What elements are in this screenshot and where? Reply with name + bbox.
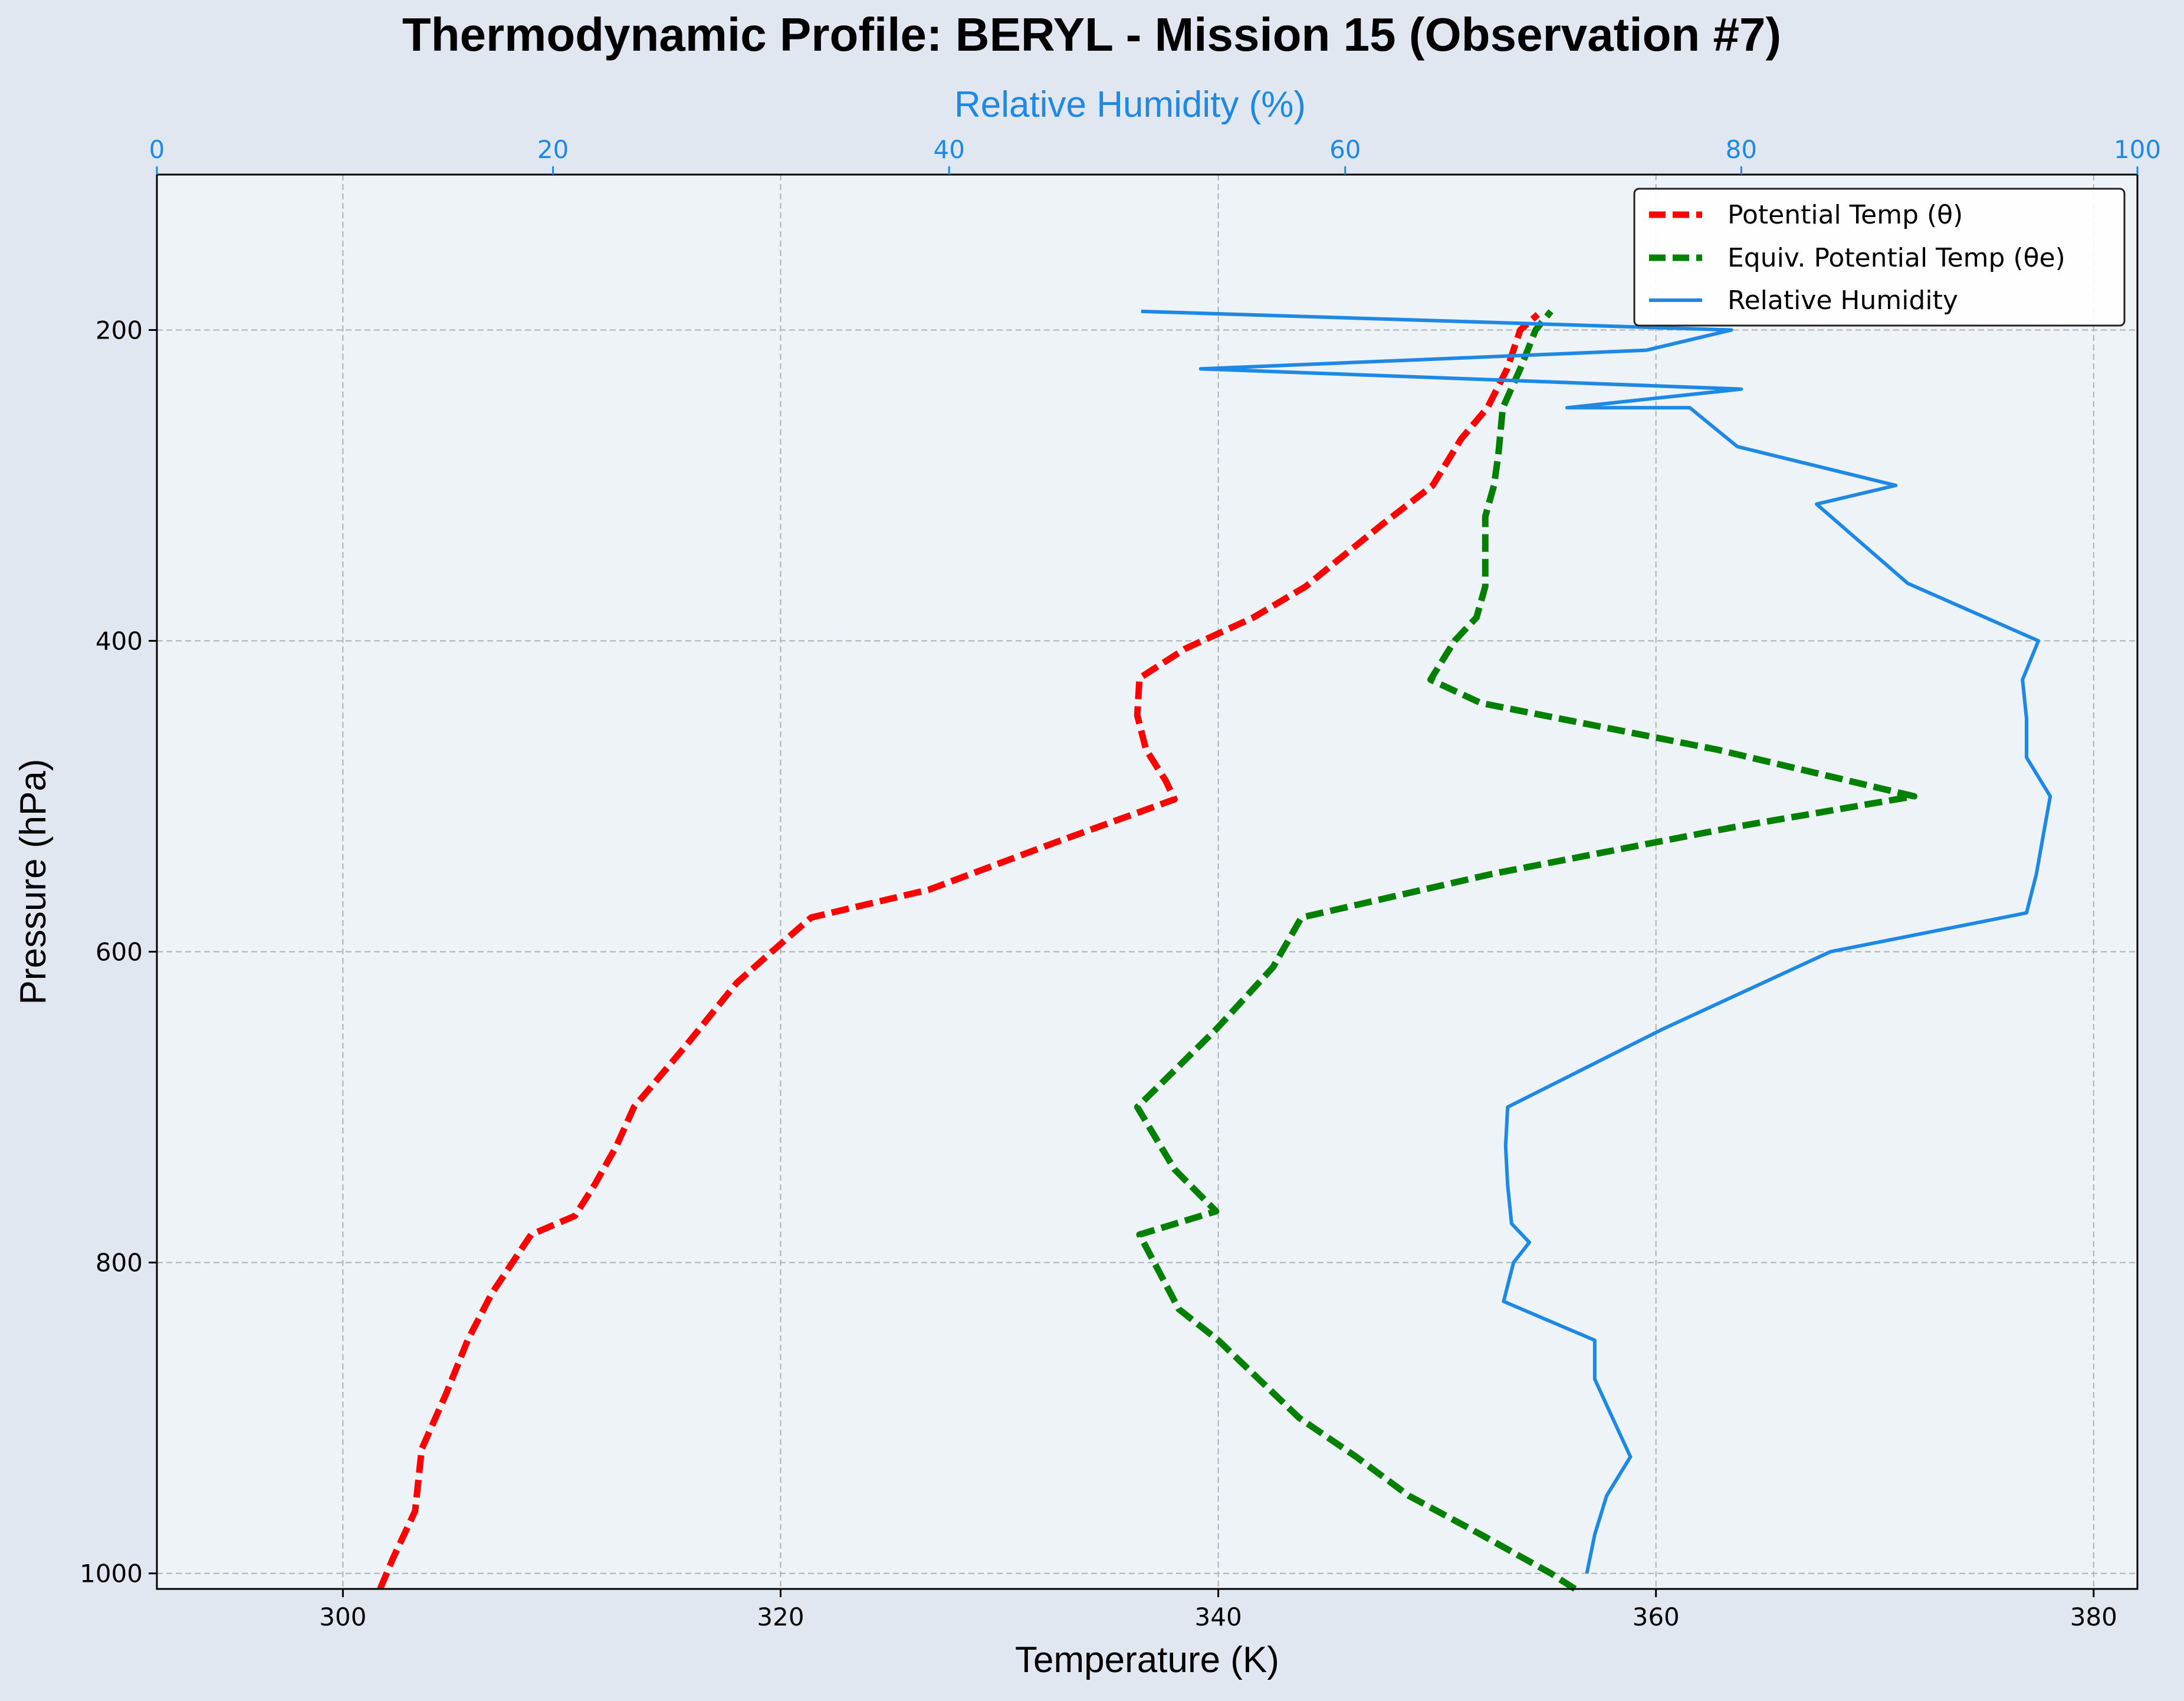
humidity-tick-label: 80	[1726, 135, 1757, 164]
legend-label-potential-temp: Potential Temp (θ)	[1728, 200, 1963, 230]
humidity-tick-label: 40	[933, 135, 964, 164]
humidity-tick-label: 100	[2114, 135, 2161, 164]
temperature-tick-label: 380	[2070, 1603, 2117, 1631]
temperature-axis-label: Temperature (K)	[1015, 1640, 1279, 1680]
legend-label-equiv-potential-temp: Equiv. Potential Temp (θe)	[1728, 243, 2065, 273]
temperature-tick-label: 300	[319, 1603, 366, 1631]
plot-area	[157, 175, 2137, 1589]
series-lines	[377, 309, 2052, 1592]
plot-frame	[156, 173, 2139, 1590]
temperature-tick-label: 360	[1633, 1603, 1680, 1631]
temperature-tick-label: 340	[1195, 1603, 1242, 1631]
pressure-tick-label: 1000	[80, 1559, 143, 1588]
humidity-tick-label: 0	[149, 135, 165, 164]
series-line-1	[1134, 309, 1917, 1592]
humidity-tick-label: 60	[1329, 135, 1361, 164]
temperature-tick-label: 320	[757, 1603, 804, 1631]
humidity-tick-label: 20	[537, 135, 569, 164]
pressure-tick-label: 400	[96, 627, 143, 656]
pressure-axis-label: Pressure (hPa)	[13, 759, 54, 1005]
pressure-tick-label: 800	[96, 1249, 143, 1278]
legend-box	[1633, 188, 2126, 327]
pressure-tick-label: 600	[96, 938, 143, 967]
chart-title: Thermodynamic Profile: BERYL - Mission 1…	[402, 8, 1781, 61]
legend: Potential Temp (θ) Equiv. Potential Temp…	[1633, 188, 2126, 327]
axis-ticks: 300 320 340 360 380 200 400 600 800 1000 0 20 40 60 80…	[80, 135, 2161, 1631]
pressure-tick-label: 200	[96, 316, 143, 345]
series-line-2	[1141, 309, 2052, 1574]
humidity-axis-label: Relative Humidity (%)	[954, 84, 1306, 125]
legend-label-relative-humidity: Relative Humidity	[1728, 285, 1958, 316]
